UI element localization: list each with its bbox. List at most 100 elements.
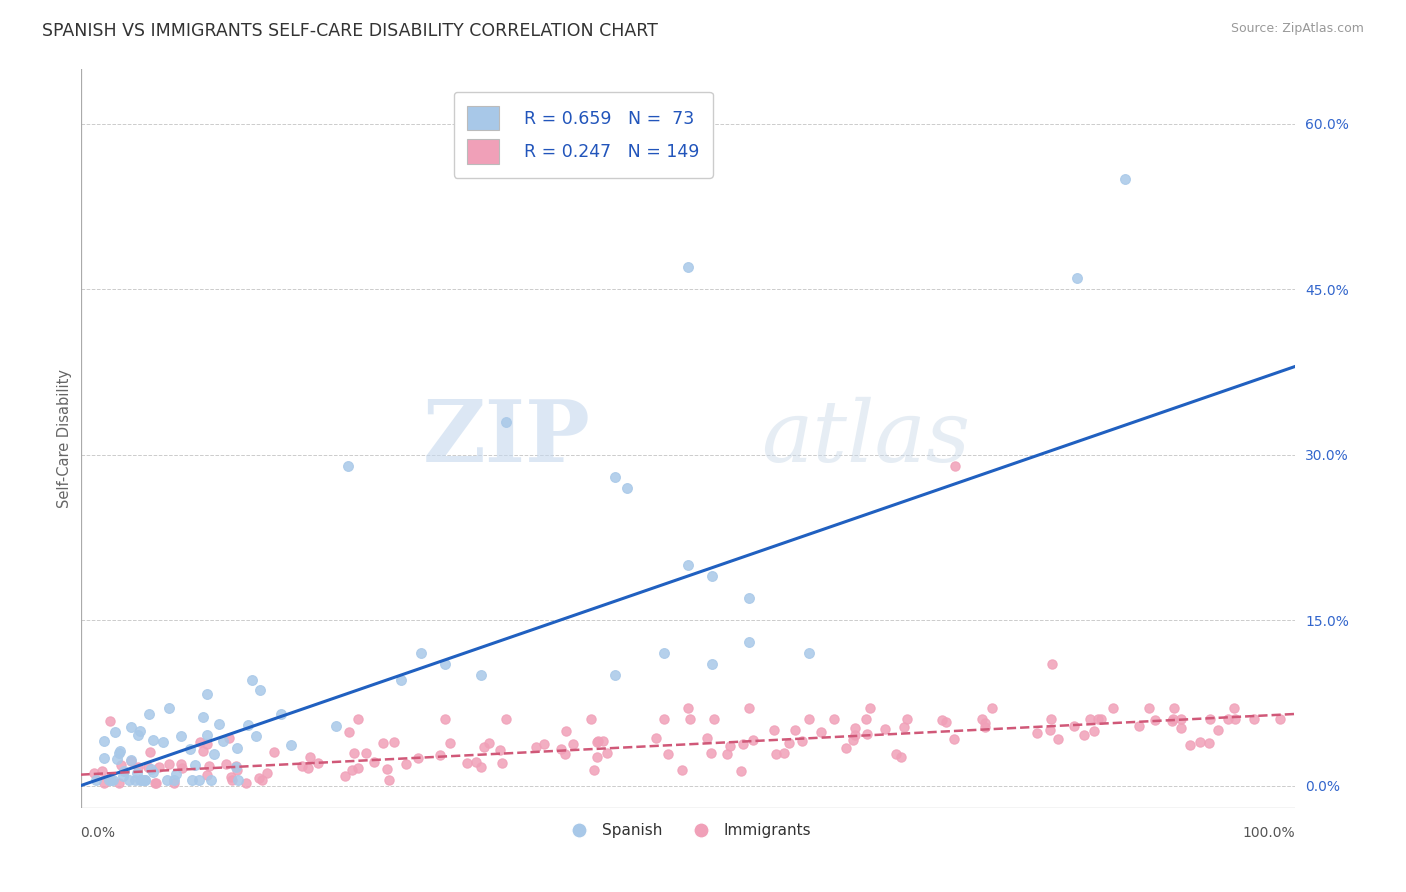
Point	[489, 743, 512, 757]
Point	[138, 746, 160, 760]
Point	[799, 713, 821, 727]
Point	[676, 701, 699, 715]
Point	[429, 748, 451, 763]
Point	[409, 646, 432, 660]
Point	[163, 776, 186, 790]
Y-axis label: Self-Care Disability: Self-Care Disability	[58, 368, 72, 508]
Text: 100.0%: 100.0%	[1243, 826, 1295, 840]
Point	[1139, 701, 1161, 715]
Point	[347, 761, 370, 775]
Point	[339, 725, 361, 739]
Point	[1199, 713, 1222, 727]
Point	[524, 739, 547, 754]
Point	[139, 762, 162, 776]
Legend: Spanish, Immigrants: Spanish, Immigrants	[558, 817, 818, 845]
Point	[762, 723, 785, 737]
Point	[110, 744, 132, 758]
Point	[307, 756, 329, 771]
Point	[972, 713, 994, 727]
Point	[582, 763, 605, 777]
Point	[835, 741, 858, 756]
Point	[856, 727, 879, 741]
Point	[893, 720, 915, 734]
Point	[742, 733, 765, 747]
Point	[236, 718, 259, 732]
Point	[170, 729, 193, 743]
Point	[134, 773, 156, 788]
Point	[118, 773, 141, 788]
Point	[212, 734, 235, 748]
Point	[1198, 736, 1220, 750]
Point	[859, 701, 882, 715]
Point	[890, 750, 912, 764]
Point	[1161, 714, 1184, 729]
Point	[942, 732, 965, 747]
Point	[184, 758, 207, 772]
Point	[215, 757, 238, 772]
Point	[478, 736, 501, 750]
Point	[1114, 172, 1136, 186]
Point	[93, 776, 115, 790]
Point	[737, 701, 759, 715]
Point	[844, 728, 866, 742]
Point	[225, 760, 247, 774]
Point	[336, 458, 359, 473]
Point	[579, 713, 602, 727]
Point	[188, 772, 211, 787]
Point	[291, 759, 314, 773]
Point	[491, 756, 513, 770]
Point	[973, 715, 995, 730]
Point	[586, 735, 609, 749]
Point	[156, 773, 179, 788]
Point	[157, 757, 180, 772]
Point	[107, 752, 129, 766]
Point	[84, 773, 107, 788]
Point	[371, 736, 394, 750]
Point	[737, 635, 759, 649]
Point	[298, 750, 321, 764]
Point	[208, 716, 231, 731]
Point	[263, 746, 285, 760]
Point	[844, 722, 866, 736]
Point	[249, 682, 271, 697]
Point	[354, 747, 377, 761]
Point	[533, 737, 555, 751]
Point	[778, 735, 800, 749]
Point	[108, 776, 131, 790]
Point	[247, 771, 270, 785]
Point	[561, 738, 583, 752]
Point	[433, 657, 456, 672]
Point	[875, 722, 897, 736]
Point	[195, 687, 218, 701]
Point	[603, 668, 626, 682]
Point	[974, 720, 997, 734]
Point	[679, 713, 702, 727]
Point	[671, 764, 693, 778]
Point	[652, 713, 675, 727]
Point	[700, 746, 723, 760]
Point	[325, 719, 347, 733]
Point	[219, 771, 242, 785]
Point	[1163, 713, 1185, 727]
Point	[1040, 657, 1063, 672]
Point	[142, 733, 165, 747]
Point	[170, 756, 193, 771]
Point	[1047, 731, 1070, 746]
Point	[333, 769, 356, 783]
Point	[1223, 701, 1246, 715]
Point	[773, 747, 796, 761]
Point	[129, 723, 152, 738]
Point	[91, 764, 114, 778]
Point	[1170, 713, 1192, 727]
Point	[134, 773, 156, 788]
Point	[1178, 738, 1201, 752]
Point	[1268, 713, 1291, 727]
Point	[1208, 723, 1230, 737]
Point	[737, 591, 759, 606]
Point	[586, 734, 609, 748]
Point	[180, 773, 202, 788]
Point	[433, 713, 456, 727]
Point	[1066, 271, 1088, 285]
Point	[703, 713, 725, 727]
Point	[980, 701, 1002, 715]
